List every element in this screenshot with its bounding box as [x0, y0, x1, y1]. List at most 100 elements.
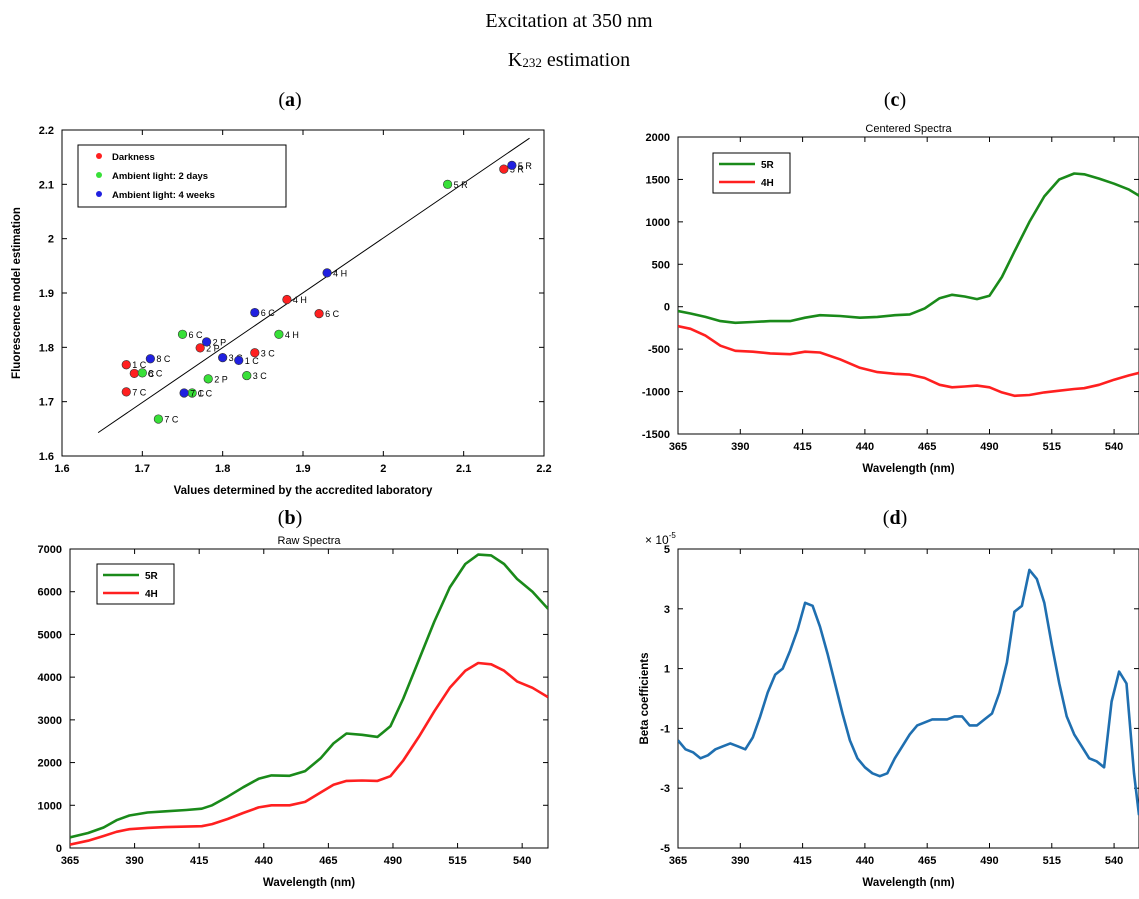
- point-label: 6 C: [325, 309, 340, 319]
- scatter-point: [203, 374, 213, 384]
- x-tick-label: 490: [980, 441, 998, 453]
- y-tick-label: 3: [664, 604, 670, 616]
- legend-entry: 5R: [761, 160, 775, 171]
- regression-line: [97, 137, 530, 434]
- point-label: 1 C: [198, 388, 213, 398]
- chart-title: Raw Spectra: [278, 535, 342, 547]
- legend: Darkness Ambient light: 2 days Ambient lig…: [77, 144, 287, 208]
- y-tick-label: 2.1: [39, 179, 54, 191]
- x-tick-label: 440: [856, 855, 874, 867]
- point-label: 5 R: [510, 165, 525, 175]
- x-tick-label: 515: [1043, 855, 1061, 867]
- point-label: 4 H: [293, 295, 307, 305]
- point-label: 2 P: [206, 343, 220, 353]
- point-label: 8 C: [156, 354, 171, 364]
- x-tick-label: 540: [1105, 855, 1123, 867]
- scatter-point: [129, 368, 139, 379]
- scatter-point: [250, 307, 260, 318]
- series-line: [678, 568, 1139, 816]
- y-tick-label: 1: [664, 664, 670, 676]
- legend: 5R 4H: [712, 152, 791, 194]
- scatter-point: [274, 329, 284, 339]
- legend-entry: Ambient light: 4 weeks: [112, 190, 215, 201]
- x-tick-label: 2.1: [456, 463, 471, 475]
- scatter-point: [121, 360, 131, 370]
- x-tick-label: 415: [793, 855, 811, 867]
- x-tick-label: 2.2: [536, 463, 551, 475]
- scatter-point: [250, 348, 260, 358]
- x-tick-label: 415: [793, 441, 811, 453]
- axes-frame: [69, 548, 549, 849]
- scatter-point: [218, 353, 228, 363]
- title-k-rest: estimation: [542, 49, 630, 71]
- point-label: 3 C: [261, 348, 276, 358]
- panel-a-scatter: 1.6 1.7 1.8 1.9 2 2.1 2.2 1.6 1.7 1.8 1.9 2 2.1 2.2 Va…: [11, 125, 552, 497]
- x-tick-label: 365: [669, 441, 687, 453]
- axes-frame: [677, 136, 1139, 435]
- scatter-point: [145, 354, 155, 364]
- legend: 5R 4H: [96, 563, 175, 605]
- x-axis-label: Values determined by the accredited labo…: [174, 485, 433, 497]
- x-tick-label: 390: [731, 441, 749, 453]
- y-tick-label: -5: [660, 843, 670, 855]
- y-tick-label: 4000: [38, 672, 62, 684]
- x-tick-label: 390: [125, 855, 143, 867]
- point-label: 6 C: [261, 308, 276, 318]
- figure-title-line2: K232 estimation: [508, 49, 630, 71]
- x-tick-label: 365: [669, 855, 687, 867]
- scatter-point: [314, 309, 324, 319]
- scatter-point: [242, 370, 252, 381]
- y-tick-label: 5000: [38, 629, 62, 641]
- x-axis-label: Wavelength (nm): [862, 463, 954, 475]
- scatter-point: [179, 388, 189, 398]
- x-tick-label: 515: [448, 855, 466, 867]
- scatter-point: [282, 294, 292, 305]
- y-tick-label: -1: [660, 723, 670, 735]
- x-tick-label: 1.9: [295, 463, 310, 475]
- y-tick-label: 7000: [38, 544, 62, 556]
- legend-box: [77, 144, 287, 208]
- x-tick-label: 540: [1105, 441, 1123, 453]
- scatter-point: [137, 368, 147, 378]
- panel-label-a: (a): [278, 89, 301, 111]
- y-tick-label: 2.2: [39, 125, 54, 137]
- panel-d-beta-coefficients: 365 390 415 440 465 490 515 540 -5 -3 -1 1 3 5 Wavelen…: [639, 531, 1139, 889]
- scatter-point: [195, 343, 205, 353]
- y-tick-label: -1500: [642, 429, 670, 441]
- legend-entry: 4H: [145, 589, 158, 600]
- x-tick-label: 490: [384, 855, 402, 867]
- scatter-point: [443, 179, 453, 189]
- point-label: 1 C: [245, 356, 260, 366]
- point-label: 2 P: [213, 337, 227, 347]
- scatter-point: [507, 160, 517, 170]
- title-k-subscript: 232: [522, 55, 542, 70]
- scatter-point: [177, 329, 188, 339]
- x-tick-label: 1.7: [135, 463, 150, 475]
- point-label: 7 C: [190, 388, 205, 398]
- legend-box: [96, 563, 175, 605]
- point-label: 2 P: [214, 374, 228, 384]
- series-line: [678, 324, 1139, 398]
- point-label: 8 C: [148, 368, 163, 378]
- y-tick-label: 1.6: [39, 451, 54, 463]
- series-line: [678, 172, 1139, 325]
- plot-area: [678, 568, 1139, 816]
- plot-area: [70, 553, 548, 846]
- legend-marker: [96, 153, 102, 159]
- x-tick-label: 365: [61, 855, 79, 867]
- y-tick-label: 2000: [646, 132, 670, 144]
- y-tick-label: 0: [664, 302, 670, 314]
- y-tick-label: 1.7: [39, 397, 54, 409]
- point-label: 5 R: [454, 180, 469, 190]
- panel-b-raw-spectra: 365 390 415 440 465 490 515 540 0 1000 2000 3000 400…: [38, 535, 549, 889]
- point-label: 7 C: [164, 415, 179, 425]
- panel-label-d: (d): [883, 507, 907, 529]
- x-tick-label: 440: [255, 855, 273, 867]
- x-tick-label: 490: [980, 855, 998, 867]
- panel-label-c: (c): [884, 89, 906, 111]
- point-label: 5 R: [518, 161, 533, 171]
- legend-entry: Darkness: [112, 152, 155, 163]
- scatter-point: [322, 268, 332, 278]
